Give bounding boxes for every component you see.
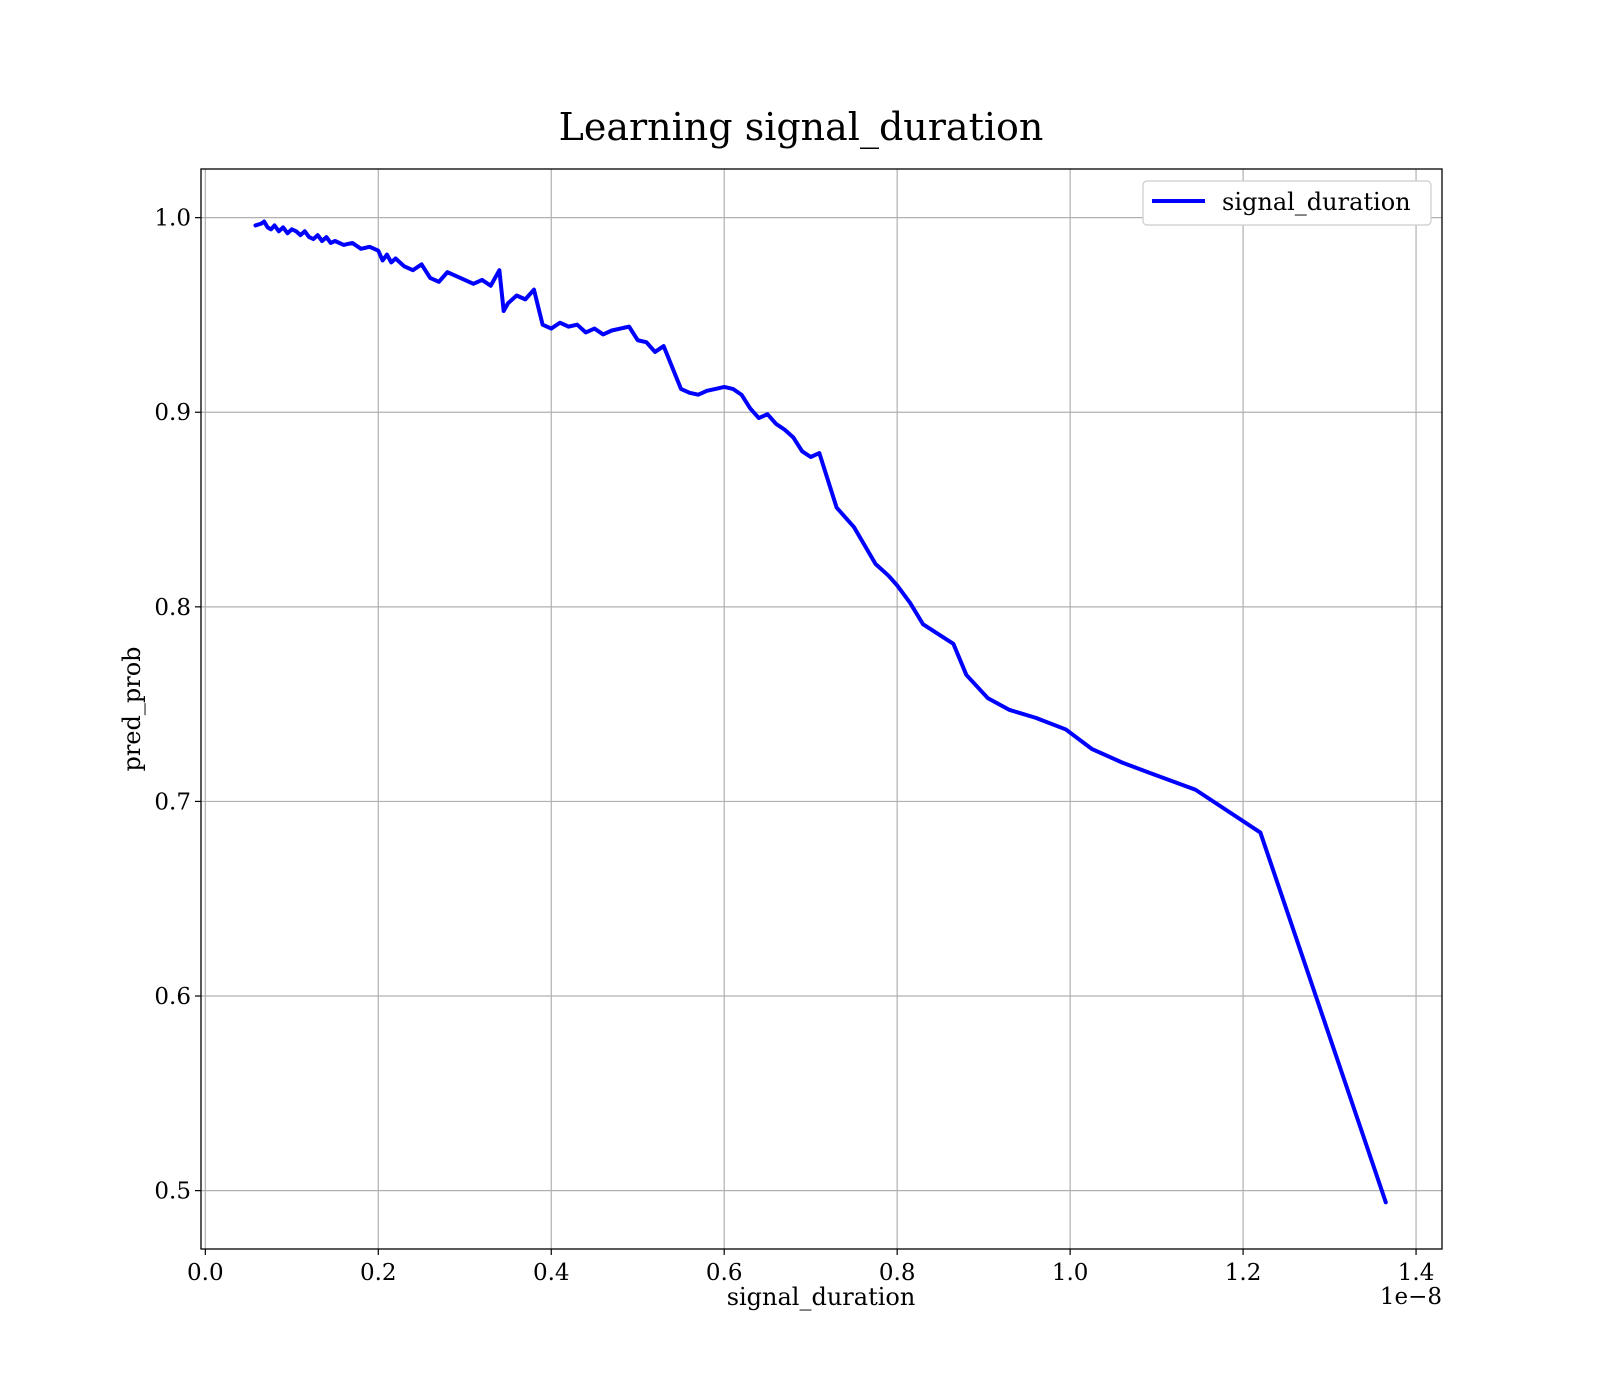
y-axis-label: pred_prob <box>118 646 146 771</box>
plot-area <box>200 168 1443 1250</box>
y-tick-label: 0.6 <box>154 984 191 1010</box>
x-tick-label: 0.2 <box>360 1260 397 1286</box>
y-tick-label: 0.8 <box>154 595 191 621</box>
series-group <box>253 219 1388 1205</box>
grid <box>201 169 1442 1249</box>
legend-label: signal_duration <box>1222 188 1411 216</box>
x-tick-label: 1.0 <box>1052 1260 1089 1286</box>
x-tick-label: 0.6 <box>706 1260 743 1286</box>
chart-title: Learning signal_duration <box>559 105 1044 150</box>
x-tick-label: 0.8 <box>879 1260 916 1286</box>
y-tick-label: 0.7 <box>154 789 191 815</box>
axes-frame <box>200 168 1443 1250</box>
series-line-signal_duration <box>253 219 1388 1205</box>
legend-box <box>1142 180 1432 226</box>
y-tick-label: 1.0 <box>154 206 191 232</box>
x-axis: 0.0 0.2 0.4 0.6 0.8 1.0 1.2 1.4 <box>187 1249 1434 1286</box>
y-tick-label: 0.5 <box>154 1179 191 1205</box>
y-tick-label: 0.9 <box>154 400 191 426</box>
x-tick-label: 0.4 <box>533 1260 570 1286</box>
x-tick-label: 0.0 <box>187 1260 224 1286</box>
y-axis: 0.5 0.6 0.7 0.8 0.9 1.0 <box>154 206 201 1205</box>
x-axis-label: signal_duration <box>727 1283 916 1311</box>
x-axis-offset-label: 1e−8 <box>1380 1284 1442 1310</box>
legend: signal_duration <box>1142 180 1432 226</box>
x-tick-label: 1.4 <box>1398 1260 1435 1286</box>
x-tick-label: 1.2 <box>1225 1260 1262 1286</box>
